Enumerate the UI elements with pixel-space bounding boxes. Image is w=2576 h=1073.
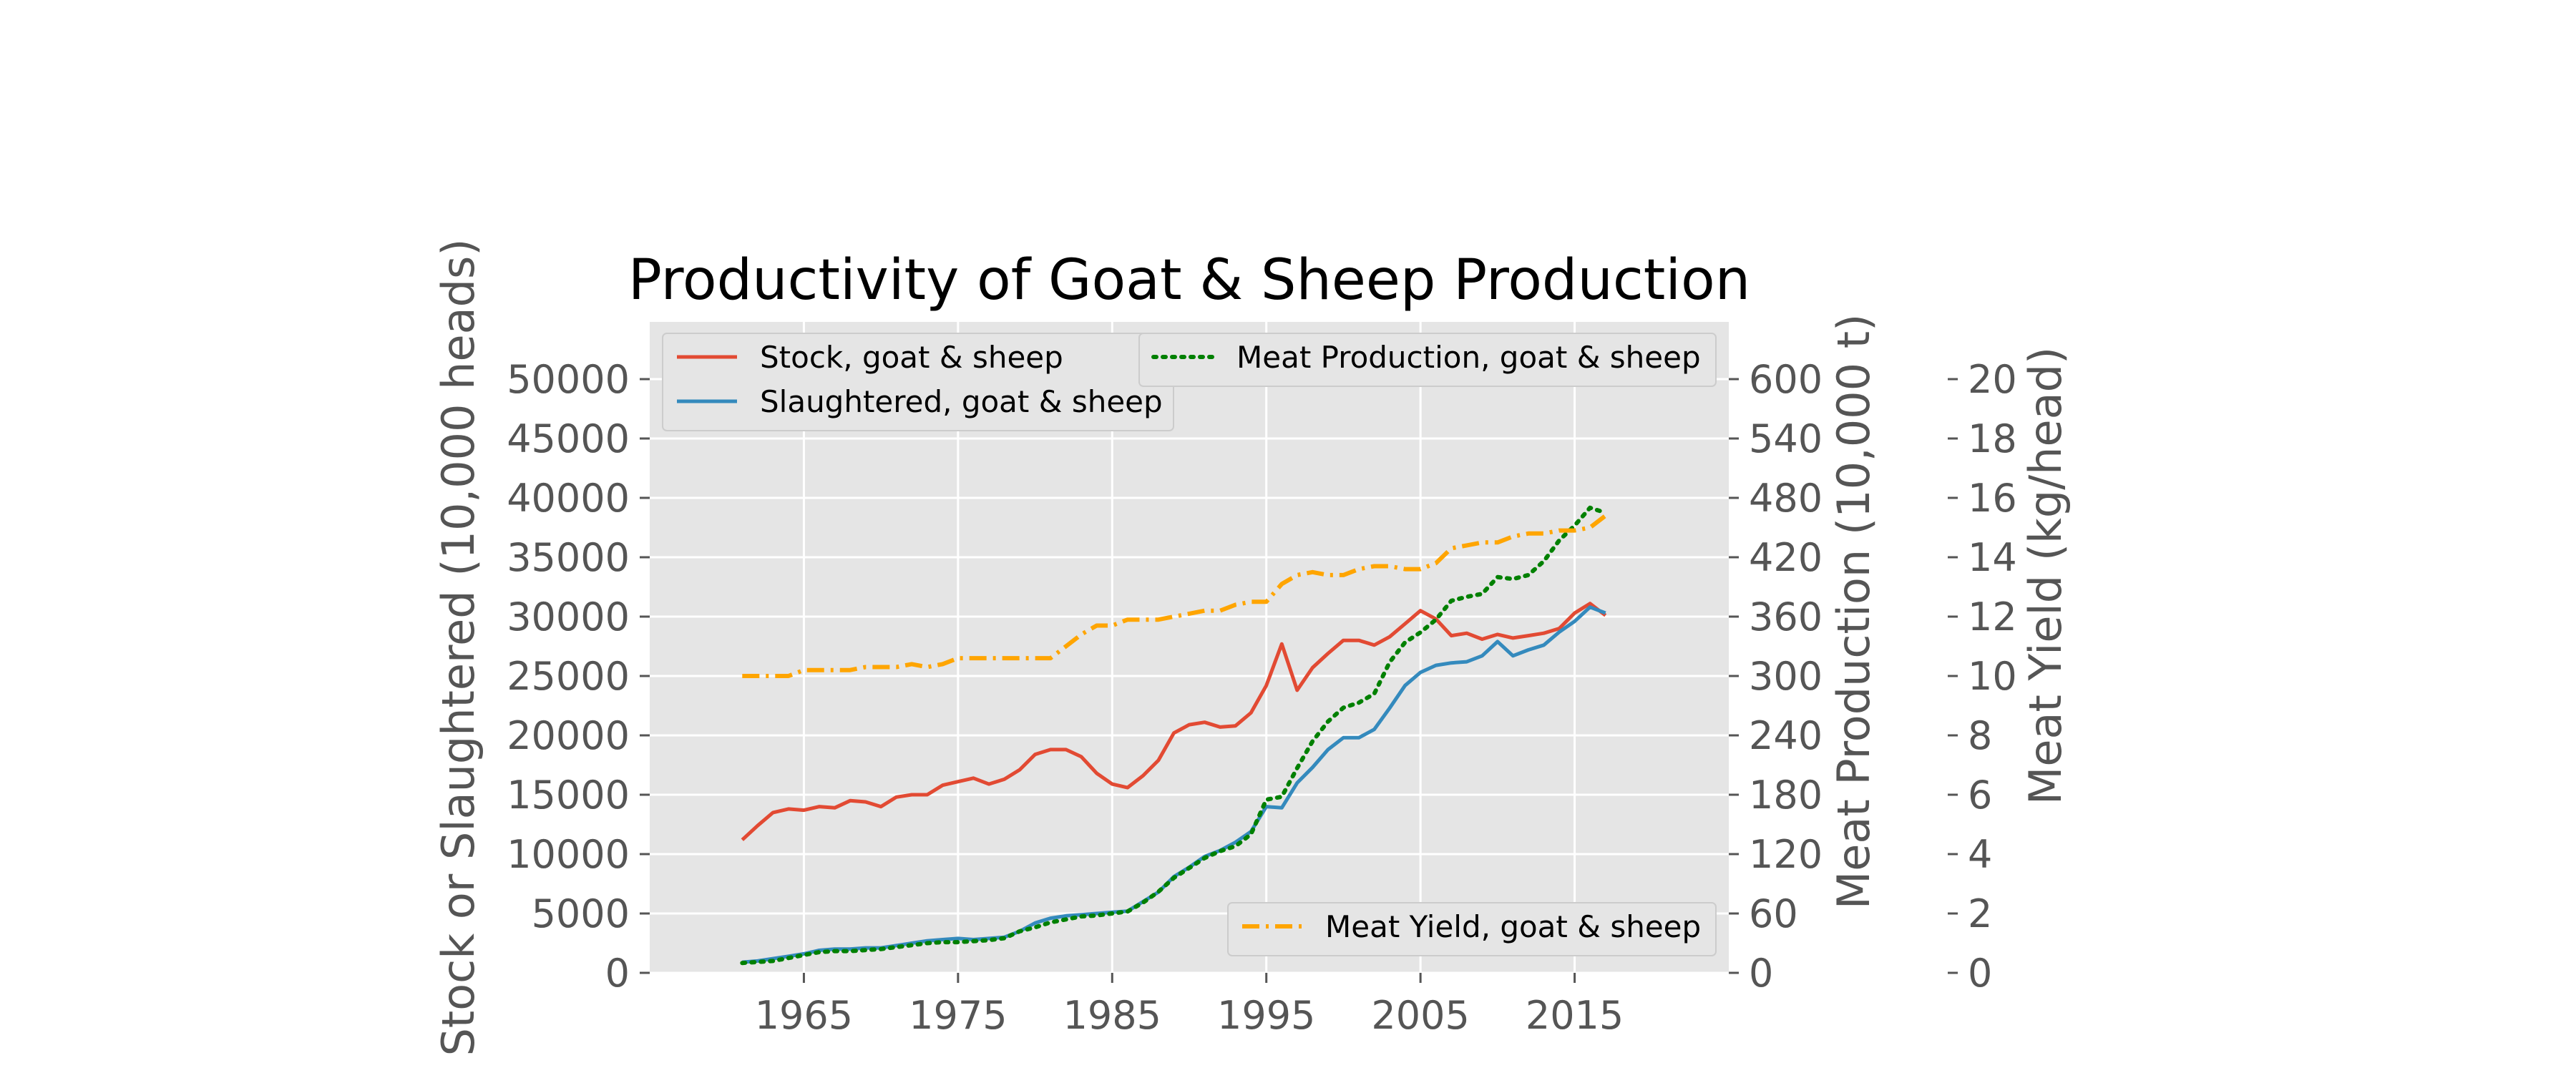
left-tick-label: 45000	[507, 416, 630, 461]
right1-tick-label: 600	[1749, 357, 1823, 402]
legend-bottom-right: Meat Yield, goat & sheep	[1227, 902, 1717, 956]
right2-tick-label: 14	[1968, 535, 2017, 580]
right1-axis-label: Meat Production (10,000 t)	[1828, 314, 1880, 910]
legend-top-right: Meat Production, goat & sheep	[1138, 333, 1717, 387]
right1-tick-label: 240	[1749, 713, 1823, 758]
right2-tick-label: 2	[1968, 891, 1992, 936]
x-tick-label: 1995	[1217, 993, 1315, 1038]
right2-tick-label: 18	[1968, 416, 2017, 461]
series-line-meat-yield-goat-sheep	[742, 514, 1607, 678]
left-tick-label: 0	[605, 951, 630, 996]
x-tick-label: 2015	[1526, 993, 1624, 1038]
x-tick-label: 1985	[1063, 993, 1161, 1038]
right1-tick-label: 480	[1749, 476, 1823, 521]
right2-tick-label: 6	[1968, 773, 1992, 818]
right1-tick-label: 120	[1749, 832, 1823, 877]
left-tick-label: 5000	[532, 891, 630, 936]
series-line-stock-goat-sheep	[741, 602, 1607, 841]
right1-tick-label: 180	[1749, 773, 1823, 818]
legend-label-meat-yield: Meat Yield, goat & sheep	[1325, 909, 1701, 944]
x-tick-label: 1975	[909, 993, 1007, 1038]
left-axis-label: Stock or Slaughtered (10,000 heads)	[432, 239, 484, 1057]
right1-tick-label: 300	[1749, 654, 1823, 699]
right1-tick-label: 0	[1749, 951, 1773, 996]
legend-box	[1138, 333, 1717, 387]
left-tick-label: 35000	[507, 535, 630, 580]
left-tick-label: 30000	[507, 594, 630, 640]
right1-tick-label: 540	[1749, 416, 1823, 461]
right2-axis-label: Meat Yield (kg/head)	[2019, 347, 2072, 805]
left-tick-label: 40000	[507, 476, 630, 521]
chart-title: Productivity of Goat & Sheep Production	[628, 248, 1750, 313]
series-layer	[740, 505, 1608, 966]
x-tick-label: 2005	[1371, 993, 1469, 1038]
legend-top-left: Stock, goat & sheep Slaughtered, goat & …	[662, 333, 1174, 431]
legend-label-slaughtered: Slaughtered, goat & sheep	[760, 384, 1163, 419]
left-tick-label: 25000	[507, 654, 630, 699]
left-tick-label: 10000	[507, 832, 630, 877]
legend-label-meat-production: Meat Production, goat & sheep	[1236, 340, 1701, 375]
right1-tick-label: 60	[1749, 891, 1798, 936]
left-tick-label: 20000	[507, 713, 630, 758]
series-line-meat-production-goat-sheep	[740, 505, 1608, 966]
right2-tick-label: 12	[1968, 594, 2017, 640]
right1-tick-label: 360	[1749, 594, 1823, 640]
right2-tick-label: 8	[1968, 713, 1992, 758]
legend-box	[1227, 902, 1717, 956]
legend-label-stock: Stock, goat & sheep	[760, 340, 1063, 375]
axes: 1965 1975 1985 1995 2005 2015 0 5000 10000 15000 2…	[507, 357, 2017, 1038]
left-tick-label: 15000	[507, 773, 630, 818]
right2-tick-label: 20	[1968, 357, 2017, 402]
x-tick-label: 1965	[755, 993, 853, 1038]
right2-tick-label: 16	[1968, 476, 2017, 521]
right2-tick-label: 10	[1968, 654, 2017, 699]
left-tick-label: 50000	[507, 357, 630, 402]
right2-tick-label: 4	[1968, 832, 1992, 877]
right2-tick-label: 0	[1968, 951, 1992, 996]
right1-tick-label: 420	[1749, 535, 1823, 580]
